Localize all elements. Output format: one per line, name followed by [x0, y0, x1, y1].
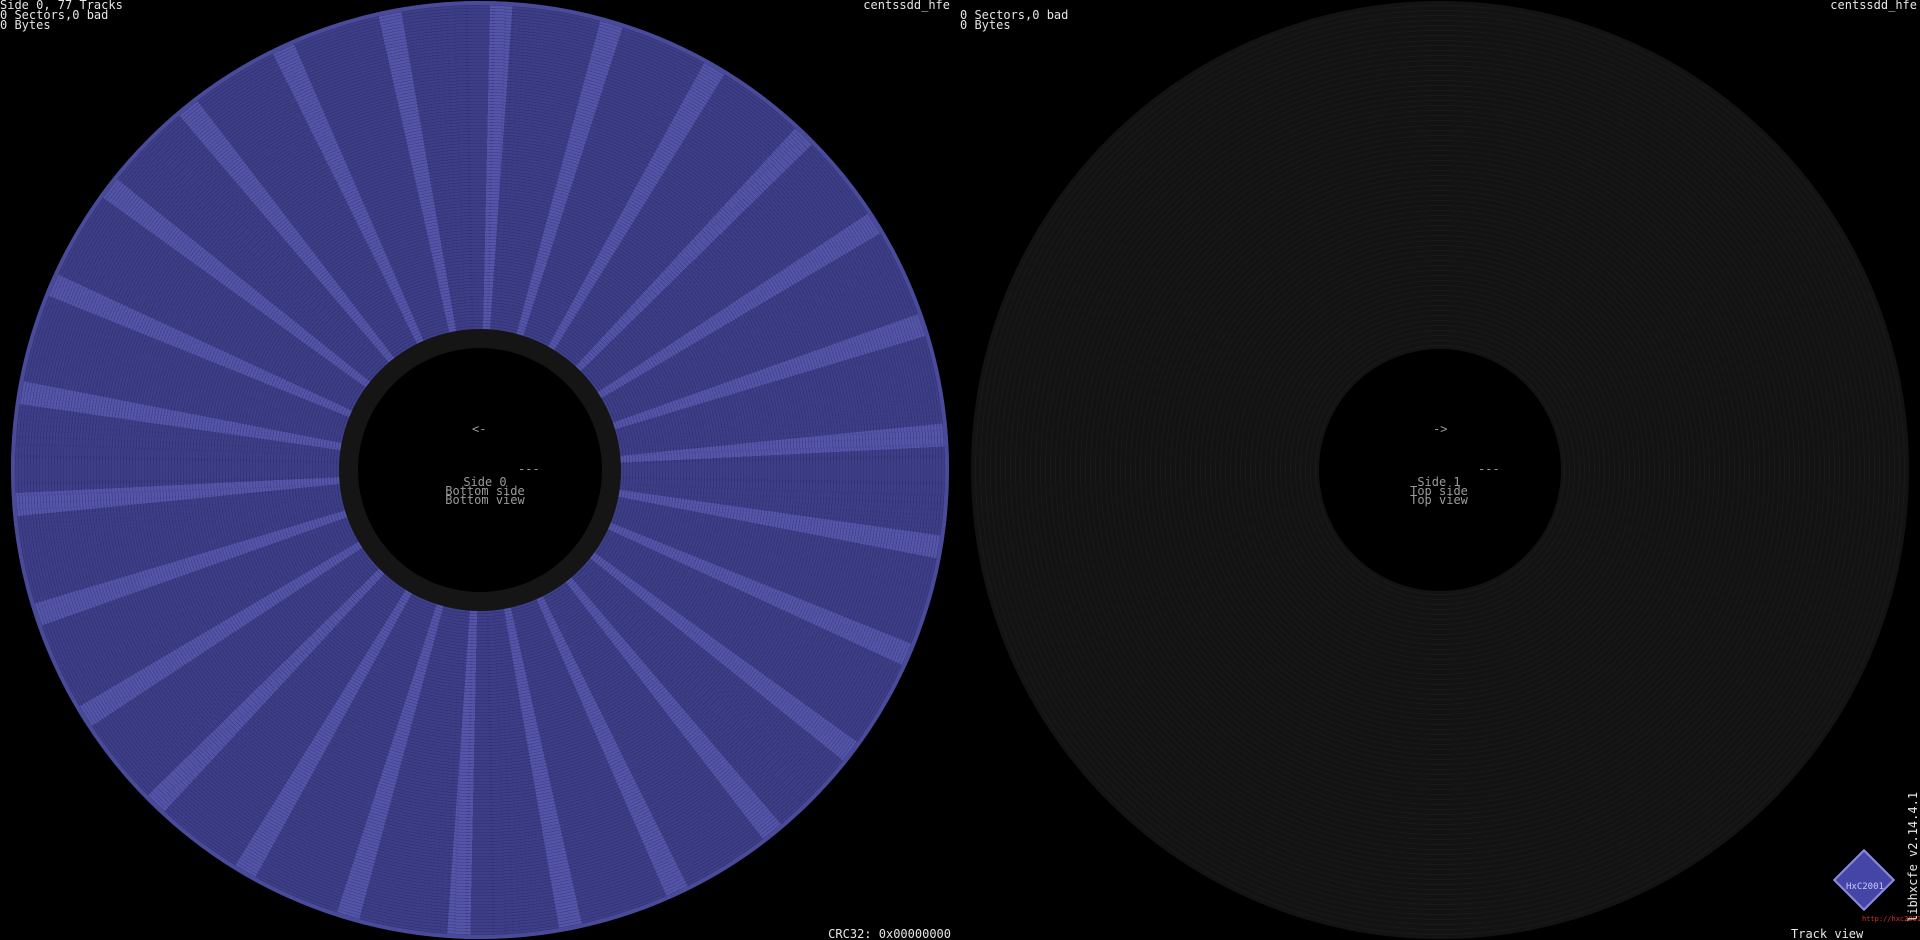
side-label: Top view — [1410, 493, 1468, 507]
arrow: <- — [472, 422, 487, 436]
crc: CRC32: 0x00000000 — [828, 927, 951, 940]
url: http://hxc2001.com — [1862, 915, 1920, 923]
side-label: Top side — [1410, 484, 1468, 498]
side-label: Side 0 — [463, 475, 507, 489]
dash: --- — [518, 462, 540, 476]
version: libhxcfe v2.14.4.1 — [1906, 791, 1920, 922]
info-line: 0 Sectors,0 bad — [0, 8, 109, 22]
hub-hole — [1319, 349, 1561, 591]
hub-hole — [358, 348, 602, 592]
side-label: Bottom side — [445, 484, 525, 498]
info-line: 0 Sectors,0 bad — [960, 8, 1069, 22]
side-label: Bottom view — [445, 493, 525, 507]
info-line: Side 0, 77 Tracks — [0, 0, 123, 12]
logo-text: HxC2001 — [1846, 882, 1884, 892]
filename: centssdd_hfe — [1830, 0, 1917, 12]
arrow: -> — [1433, 422, 1448, 436]
info-line: 0 Bytes — [0, 18, 51, 32]
info-line: 0 Bytes — [960, 18, 1011, 32]
logo — [1832, 848, 1896, 912]
view-mode: Track view — [1791, 927, 1864, 940]
dash: --- — [1478, 462, 1500, 476]
side-label: Side 1 — [1417, 475, 1461, 489]
filename: centssdd_hfe — [863, 0, 950, 12]
